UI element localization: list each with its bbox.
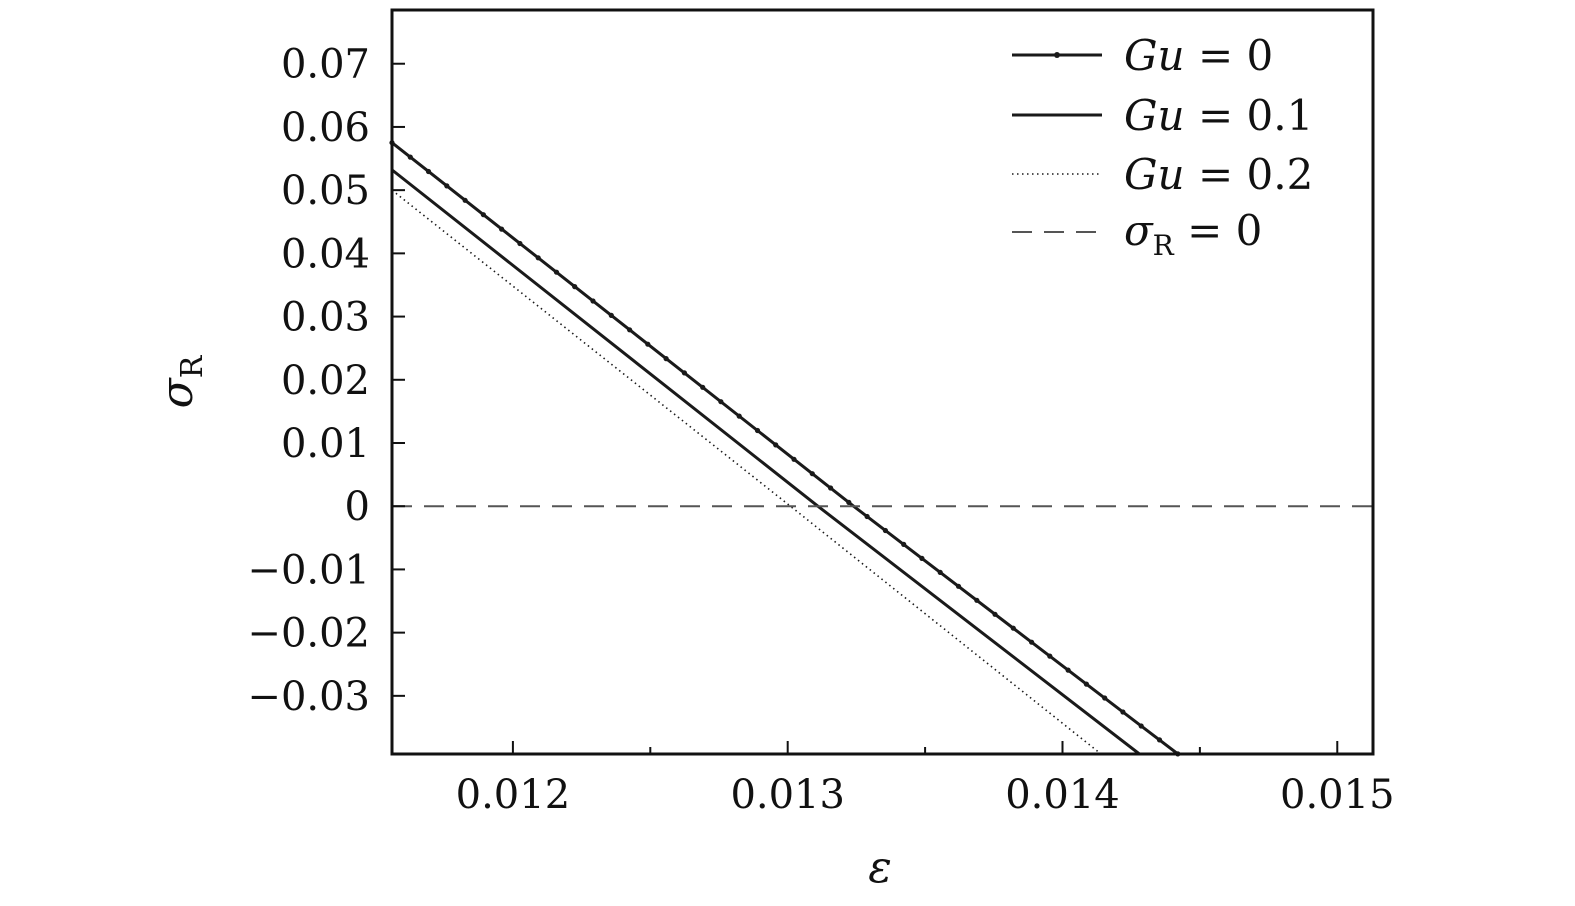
- series-0-marker: [1120, 709, 1126, 715]
- series-0-marker: [828, 485, 834, 491]
- series-0-marker: [846, 499, 852, 505]
- series-0-marker: [773, 442, 779, 448]
- series-0-marker: [754, 427, 761, 434]
- series-0-marker: [1102, 695, 1108, 701]
- series-0-marker: [572, 284, 578, 290]
- series-0-marker: [499, 226, 505, 232]
- legend-label-gu-01-var: Gu: [1124, 91, 1185, 140]
- legend-label-sigma-r-base: σ: [1124, 206, 1154, 255]
- legend-label-gu-0-val: = 0: [1185, 31, 1274, 80]
- series-0-marker: [937, 569, 943, 576]
- series-0-marker: [700, 384, 706, 390]
- series-0-marker: [992, 611, 998, 617]
- x-tick-label: 0.014: [1005, 772, 1120, 818]
- legend-entry-gu-01: Gu = 0.1: [1012, 91, 1313, 140]
- series-0-marker: [517, 240, 523, 247]
- series-0-marker: [955, 583, 962, 589]
- series-0-marker: [425, 168, 432, 175]
- svg-text:Gu = 0: Gu = 0: [1124, 31, 1273, 80]
- legend-label-sigma-r-val: = 0: [1174, 206, 1263, 255]
- series-0-marker: [407, 154, 413, 160]
- legend-entry-gu-0: Gu = 0: [1012, 31, 1273, 80]
- series-0-marker: [1138, 723, 1144, 729]
- y-tick-label: 0.03: [281, 295, 370, 341]
- series-0-marker: [882, 527, 889, 534]
- series-0-marker: [718, 399, 724, 405]
- series-0-marker: [462, 197, 468, 203]
- y-tick-label: 0.01: [281, 421, 370, 467]
- legend: Gu = 0 Gu = 0.1 Gu = 0.2 σR = 0: [1012, 31, 1313, 262]
- series-0-marker: [791, 456, 797, 462]
- y-tick-label: 0.05: [281, 168, 370, 214]
- series-0-marker: [901, 541, 907, 548]
- series-0-marker: [736, 413, 742, 419]
- y-axis-label: σR: [152, 354, 210, 408]
- series-0-marker: [809, 471, 815, 477]
- series-0-marker: [1029, 639, 1035, 645]
- series-0-marker: [1010, 625, 1016, 631]
- svg-text:Gu = 0.2: Gu = 0.2: [1124, 150, 1313, 199]
- svg-text:σR = 0: σR = 0: [1124, 206, 1262, 262]
- series-0-marker: [590, 298, 596, 304]
- x-axis-label: ε: [868, 842, 892, 893]
- series-0-marker: [1065, 667, 1071, 673]
- legend-marker-gu-0: [1054, 52, 1060, 58]
- y-axis-title-sub: R: [175, 354, 210, 378]
- series-0-marker: [1083, 681, 1089, 687]
- series-layer: [389, 140, 1373, 757]
- series-line-0: [392, 141, 1179, 754]
- svg-text:σR: σR: [152, 354, 210, 408]
- legend-entry-sigma-r-0: σR = 0: [1012, 206, 1262, 262]
- x-tick-label: 0.012: [456, 772, 571, 818]
- series-0-marker: [974, 597, 980, 603]
- y-tick-label: 0.02: [281, 358, 370, 404]
- series-0-marker: [535, 255, 541, 261]
- legend-label-sigma-r-sub: R: [1153, 229, 1175, 262]
- series-0-marker: [864, 513, 870, 520]
- legend-label-gu-02-val: = 0.2: [1185, 150, 1314, 199]
- series-line-1: [392, 168, 1141, 754]
- series-0-marker: [627, 327, 633, 333]
- series-0-marker: [645, 341, 651, 347]
- x-tick-label: 0.015: [1280, 772, 1395, 818]
- series-0-marker: [444, 183, 450, 189]
- tick-label-layer: 0.012 0.013 0.014 0.015 0.07 0.06 0.05 0.04 0.03…: [247, 42, 1394, 818]
- y-tick-label: −0.02: [247, 611, 370, 657]
- series-0-marker: [553, 269, 560, 275]
- series-0-marker: [681, 370, 688, 376]
- x-axis-title: ε: [868, 842, 892, 893]
- svg-text:Gu = 0.1: Gu = 0.1: [1124, 91, 1313, 140]
- series-0-marker: [608, 312, 614, 318]
- series-0-marker: [480, 212, 486, 218]
- y-tick-label: 0.06: [281, 105, 370, 151]
- legend-label-gu-02-var: Gu: [1124, 150, 1185, 199]
- series-0-marker: [919, 555, 925, 562]
- series-0-marker: [1156, 737, 1163, 743]
- series-0-marker: [1047, 653, 1053, 659]
- series-0-marker: [663, 356, 669, 362]
- tick-layer: [392, 62, 1339, 754]
- series-line-2: [392, 189, 1102, 754]
- y-tick-label: 0.07: [281, 42, 370, 88]
- y-tick-label: 0: [345, 484, 370, 530]
- y-tick-label: −0.01: [247, 547, 370, 593]
- y-tick-label: −0.03: [247, 674, 370, 720]
- legend-label-gu-0-var: Gu: [1124, 31, 1185, 80]
- legend-entry-gu-02: Gu = 0.2: [1012, 150, 1313, 199]
- x-tick-label: 0.013: [730, 772, 845, 818]
- plot-frame: [390, 8, 1375, 756]
- y-axis-title-base: σ: [152, 376, 203, 408]
- legend-label-gu-01-val: = 0.1: [1185, 91, 1314, 140]
- y-tick-label: 0.04: [281, 231, 370, 277]
